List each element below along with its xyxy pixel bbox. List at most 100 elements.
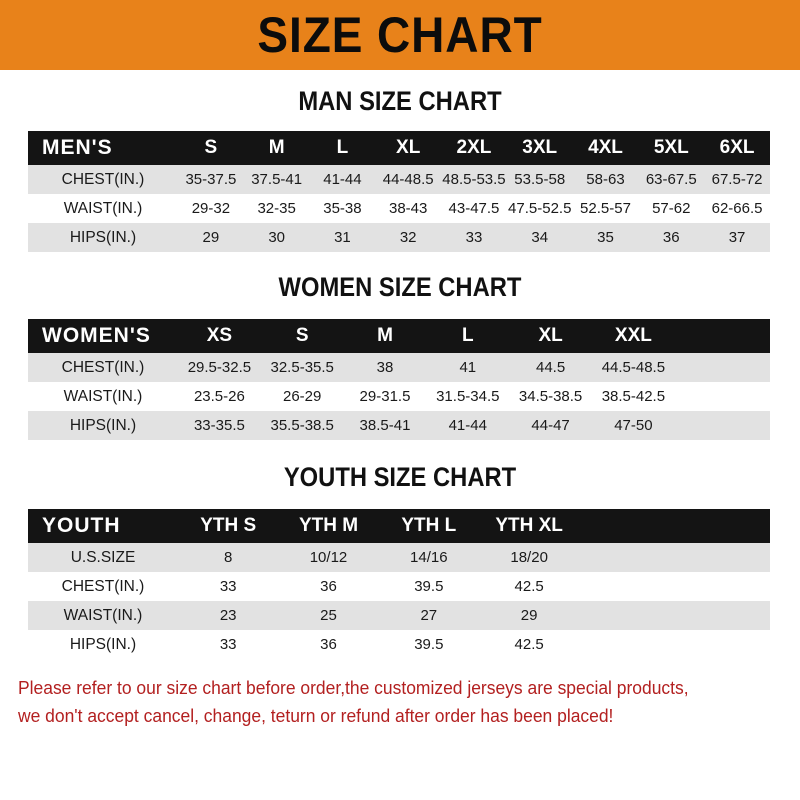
cell-women-s-waist-in-xl: 34.5-38.5 (509, 382, 592, 411)
size-header-men-s-6xl: 6XL (704, 131, 770, 165)
cell-men-s-waist-in-5xl: 57-62 (638, 194, 705, 223)
size-header-youth-yth-m: YTH M (278, 509, 379, 543)
cell-filler-women-s (674, 382, 770, 411)
size-header-men-s-5xl: 5XL (638, 131, 705, 165)
cell-youth-hips-in-yth-xl: 42.5 (478, 630, 580, 659)
row-label-men-s-hips-in: HIPS(IN.) (28, 223, 179, 252)
cell-men-s-chest-in-m: 37.5-41 (243, 165, 310, 194)
order-policy-note-line-2: we don't accept cancel, change, teturn o… (18, 705, 614, 726)
section-title-women-s: WOMEN SIZE CHART (278, 272, 522, 302)
row-label-men-s-waist-in: WAIST(IN.) (28, 194, 179, 223)
table-row: HIPS(IN.) 29 30 31 32 33 34 35 36 37 (28, 223, 770, 252)
cell-youth-u-s-size-yth-m: 10/12 (278, 543, 379, 572)
cell-men-s-hips-in-l: 31 (309, 223, 376, 252)
cell-women-s-hips-in-m: 38.5-41 (343, 411, 427, 440)
cell-women-s-chest-in-l: 41 (426, 353, 510, 382)
size-table-women-s: WOMEN'S XS S M L XL XXL CHEST(IN.) 29.5-32.5 32.5… (28, 319, 770, 440)
cell-women-s-chest-in-xs: 29.5-32.5 (178, 353, 261, 382)
size-header-men-s-2xl: 2XL (441, 131, 507, 165)
cell-men-s-waist-in-s: 29-32 (178, 194, 244, 223)
cell-women-s-waist-in-s: 26-29 (260, 382, 344, 411)
section-women-s: WOMEN SIZE CHART WOMEN'S XS S M L XL XXL CHEST(I… (0, 272, 800, 440)
row-label-youth-u-s-size: U.S.SIZE (28, 543, 178, 572)
sections-container: MAN SIZE CHART MEN'S S M L XL 2XL 3XL 4XL 5XL 6XL C… (0, 86, 800, 659)
size-header-men-s-m: M (243, 131, 310, 165)
header-filler-youth (579, 509, 770, 543)
section-title-men-s: MAN SIZE CHART (298, 86, 502, 116)
cell-filler-women-s (674, 411, 770, 440)
cell-youth-u-s-size-yth-xl: 18/20 (478, 543, 580, 572)
cell-filler-women-s (674, 353, 770, 382)
row-label-women-s-waist-in: WAIST(IN.) (28, 382, 178, 411)
cell-men-s-waist-in-m: 32-35 (243, 194, 310, 223)
size-header-youth-yth-l: YTH L (378, 509, 479, 543)
cell-men-s-chest-in-s: 35-37.5 (178, 165, 244, 194)
cell-men-s-hips-in-5xl: 36 (638, 223, 705, 252)
section-title-youth: YOUTH SIZE CHART (283, 462, 517, 492)
cell-women-s-chest-in-xl: 44.5 (509, 353, 592, 382)
cell-youth-waist-in-yth-s: 23 (178, 601, 279, 630)
page-title: SIZE CHART (257, 7, 543, 63)
cell-women-s-waist-in-m: 29-31.5 (343, 382, 427, 411)
page-banner: SIZE CHART (0, 0, 800, 70)
cell-youth-hips-in-yth-m: 36 (278, 630, 379, 659)
cell-youth-chest-in-yth-xl: 42.5 (478, 572, 580, 601)
size-header-youth-yth-s: YTH S (178, 509, 279, 543)
table-row: CHEST(IN.) 35-37.5 37.5-41 41-44 44-48.5 48.5… (28, 165, 770, 194)
cell-women-s-hips-in-xxl: 47-50 (591, 411, 675, 440)
cell-men-s-waist-in-l: 35-38 (309, 194, 376, 223)
size-header-men-s-s: S (178, 131, 244, 165)
cell-men-s-hips-in-2xl: 33 (441, 223, 507, 252)
row-label-men-s-chest-in: CHEST(IN.) (28, 165, 179, 194)
table-header-row-youth: YOUTH YTH S YTH M YTH L YTH XL (28, 509, 770, 543)
order-policy-note: Please refer to our size chart before or… (18, 675, 759, 731)
row-label-header-youth: YOUTH (28, 509, 178, 543)
cell-filler-youth (579, 572, 770, 601)
size-header-women-s-xxl: XXL (591, 319, 675, 353)
table-wrap-youth: YOUTH YTH S YTH M YTH L YTH XL U.S.SIZE 8 10/12… (28, 509, 770, 659)
size-header-women-s-s: S (260, 319, 344, 353)
cell-women-s-waist-in-l: 31.5-34.5 (426, 382, 510, 411)
cell-women-s-waist-in-xs: 23.5-26 (178, 382, 261, 411)
cell-men-s-waist-in-4xl: 52.5-57 (572, 194, 639, 223)
size-header-youth-yth-xl: YTH XL (478, 509, 580, 543)
cell-men-s-hips-in-m: 30 (243, 223, 310, 252)
row-label-women-s-chest-in: CHEST(IN.) (28, 353, 178, 382)
cell-women-s-chest-in-xxl: 44.5-48.5 (591, 353, 675, 382)
cell-men-s-waist-in-3xl: 47.5-52.5 (506, 194, 573, 223)
cell-men-s-waist-in-6xl: 62-66.5 (704, 194, 770, 223)
size-header-men-s-l: L (309, 131, 376, 165)
table-row: WAIST(IN.) 29-32 32-35 35-38 38-43 43-47.5 47.… (28, 194, 770, 223)
table-row: WAIST(IN.) 23.5-26 26-29 29-31.5 31.5-34.5 34… (28, 382, 770, 411)
row-label-header-women-s: WOMEN'S (28, 319, 178, 353)
cell-men-s-waist-in-xl: 38-43 (375, 194, 442, 223)
cell-men-s-hips-in-4xl: 35 (572, 223, 639, 252)
cell-women-s-hips-in-l: 41-44 (426, 411, 510, 440)
row-label-youth-chest-in: CHEST(IN.) (28, 572, 178, 601)
cell-youth-waist-in-yth-m: 25 (278, 601, 379, 630)
cell-men-s-waist-in-2xl: 43-47.5 (441, 194, 507, 223)
row-label-youth-waist-in: WAIST(IN.) (28, 601, 178, 630)
cell-filler-youth (579, 601, 770, 630)
table-wrap-women-s: WOMEN'S XS S M L XL XXL CHEST(IN.) 29.5-32.5 32.5… (28, 319, 770, 440)
cell-men-s-chest-in-6xl: 67.5-72 (704, 165, 770, 194)
cell-women-s-chest-in-m: 38 (343, 353, 427, 382)
cell-women-s-waist-in-xxl: 38.5-42.5 (591, 382, 675, 411)
size-header-women-s-m: M (343, 319, 427, 353)
cell-men-s-chest-in-4xl: 58-63 (572, 165, 639, 194)
cell-men-s-chest-in-3xl: 53.5-58 (506, 165, 573, 194)
cell-youth-chest-in-yth-m: 36 (278, 572, 379, 601)
cell-youth-chest-in-yth-l: 39.5 (378, 572, 479, 601)
cell-women-s-chest-in-s: 32.5-35.5 (260, 353, 344, 382)
cell-youth-chest-in-yth-s: 33 (178, 572, 279, 601)
table-row: HIPS(IN.) 33 36 39.5 42.5 (28, 630, 770, 659)
cell-filler-youth (579, 543, 770, 572)
table-header-row-women-s: WOMEN'S XS S M L XL XXL (28, 319, 770, 353)
cell-youth-hips-in-yth-s: 33 (178, 630, 279, 659)
cell-youth-waist-in-yth-xl: 29 (478, 601, 580, 630)
size-header-men-s-3xl: 3XL (506, 131, 573, 165)
row-label-header-men-s: MEN'S (28, 131, 179, 165)
size-table-men-s: MEN'S S M L XL 2XL 3XL 4XL 5XL 6XL CHEST(IN.) 35-37… (28, 131, 770, 252)
table-row: HIPS(IN.) 33-35.5 35.5-38.5 38.5-41 41-44 44-… (28, 411, 770, 440)
